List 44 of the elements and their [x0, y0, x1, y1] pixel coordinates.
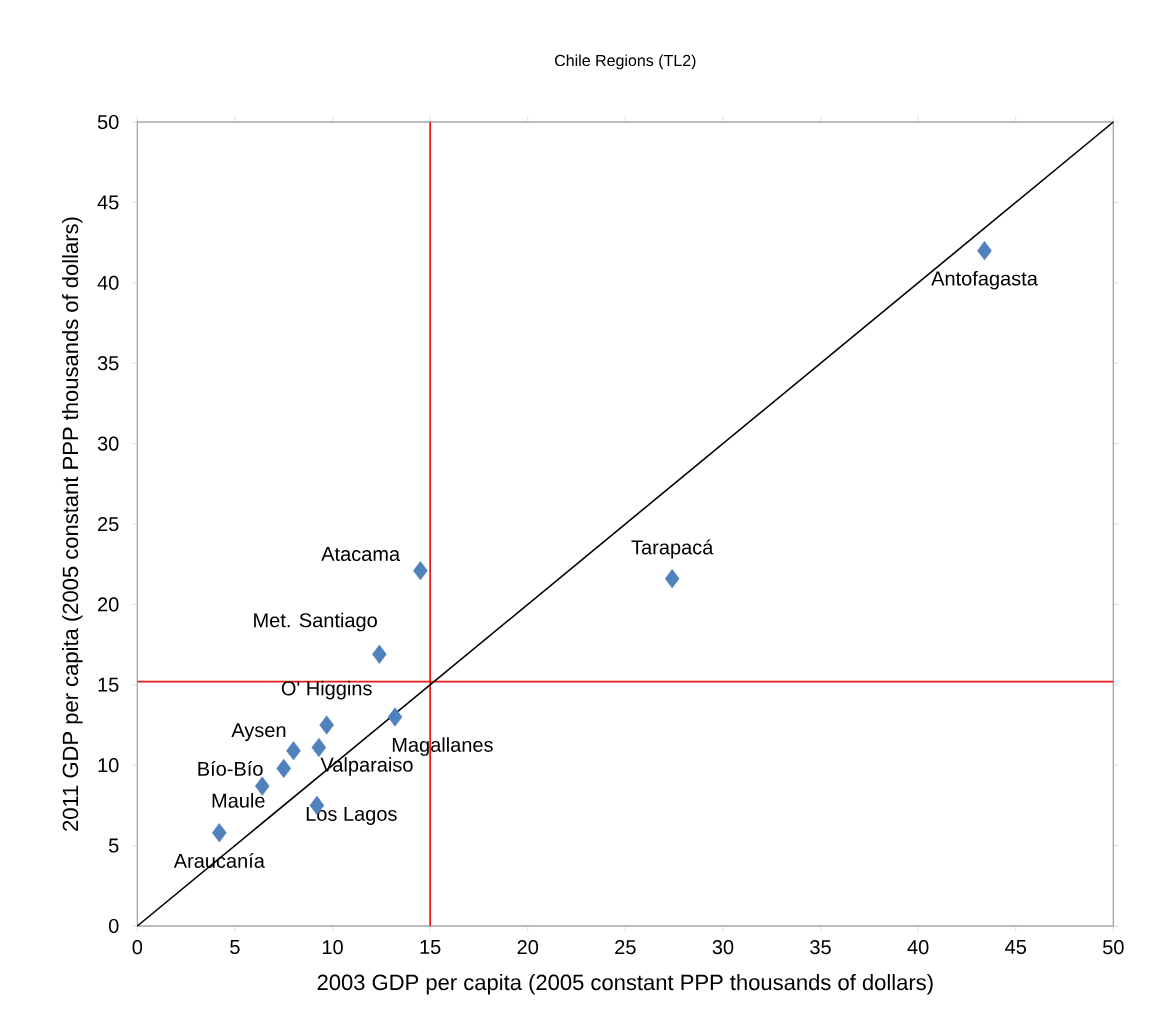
point: [664, 569, 680, 589]
annotation: Aysen: [231, 723, 286, 742]
y-tick-label: 30: [97, 436, 119, 451]
point: [977, 241, 992, 261]
point: [286, 741, 301, 761]
chart-title: Chile Regions (TL2): [555, 54, 696, 70]
x-tick-label: 5: [230, 940, 240, 954]
x-tick-label: 30: [712, 940, 734, 955]
y-tick-label: 40: [97, 275, 119, 290]
y-tick-label: 10: [98, 758, 119, 773]
x-tick-label: 20: [517, 940, 539, 955]
x-tick-label: 45: [1005, 940, 1027, 954]
y-tick-label: 25: [98, 516, 119, 532]
x-axis-title: 2003 GDP per capita (2005 constant PPP thousands of dollars): [317, 974, 933, 995]
y-tick-label: 5: [108, 838, 119, 853]
point: [387, 707, 403, 727]
x-tick-label: 0: [132, 940, 143, 955]
point: [212, 823, 227, 843]
annotation: Bío-Bío: [198, 760, 263, 776]
x-tick-label: 35: [810, 940, 831, 955]
y-tick-label: 15: [98, 677, 119, 692]
y-tick-label: 20: [98, 597, 119, 612]
y-tick-label: 50: [97, 114, 119, 130]
annotation: Los Lagos: [306, 807, 397, 825]
annotation: Tarapacá: [631, 539, 714, 559]
x-tick-label: 25: [615, 940, 636, 955]
point: [319, 715, 334, 735]
y-axis-title: 2011 GDP per capita (2005 constant PPP thousands of dollars): [62, 217, 83, 831]
annotation: Atacama: [321, 547, 401, 562]
x-tick-label: 40: [907, 940, 929, 955]
y-tick-label: 35: [97, 356, 119, 371]
x-tick-label: 50: [1103, 940, 1124, 955]
point: [372, 644, 387, 664]
annotation: O' Higgins: [281, 680, 372, 700]
annotation: Met. Santiago: [254, 612, 377, 632]
point: [413, 561, 428, 581]
point: [311, 737, 327, 758]
y-tick-label: 0: [108, 918, 119, 934]
point: [276, 758, 292, 779]
annotation: Maule: [212, 793, 265, 808]
x-tick-label: 10: [322, 940, 343, 955]
annotation: Antofagasta: [931, 270, 1038, 290]
x-tick-label: 15: [420, 940, 441, 954]
y-tick-label: 45: [97, 195, 119, 210]
